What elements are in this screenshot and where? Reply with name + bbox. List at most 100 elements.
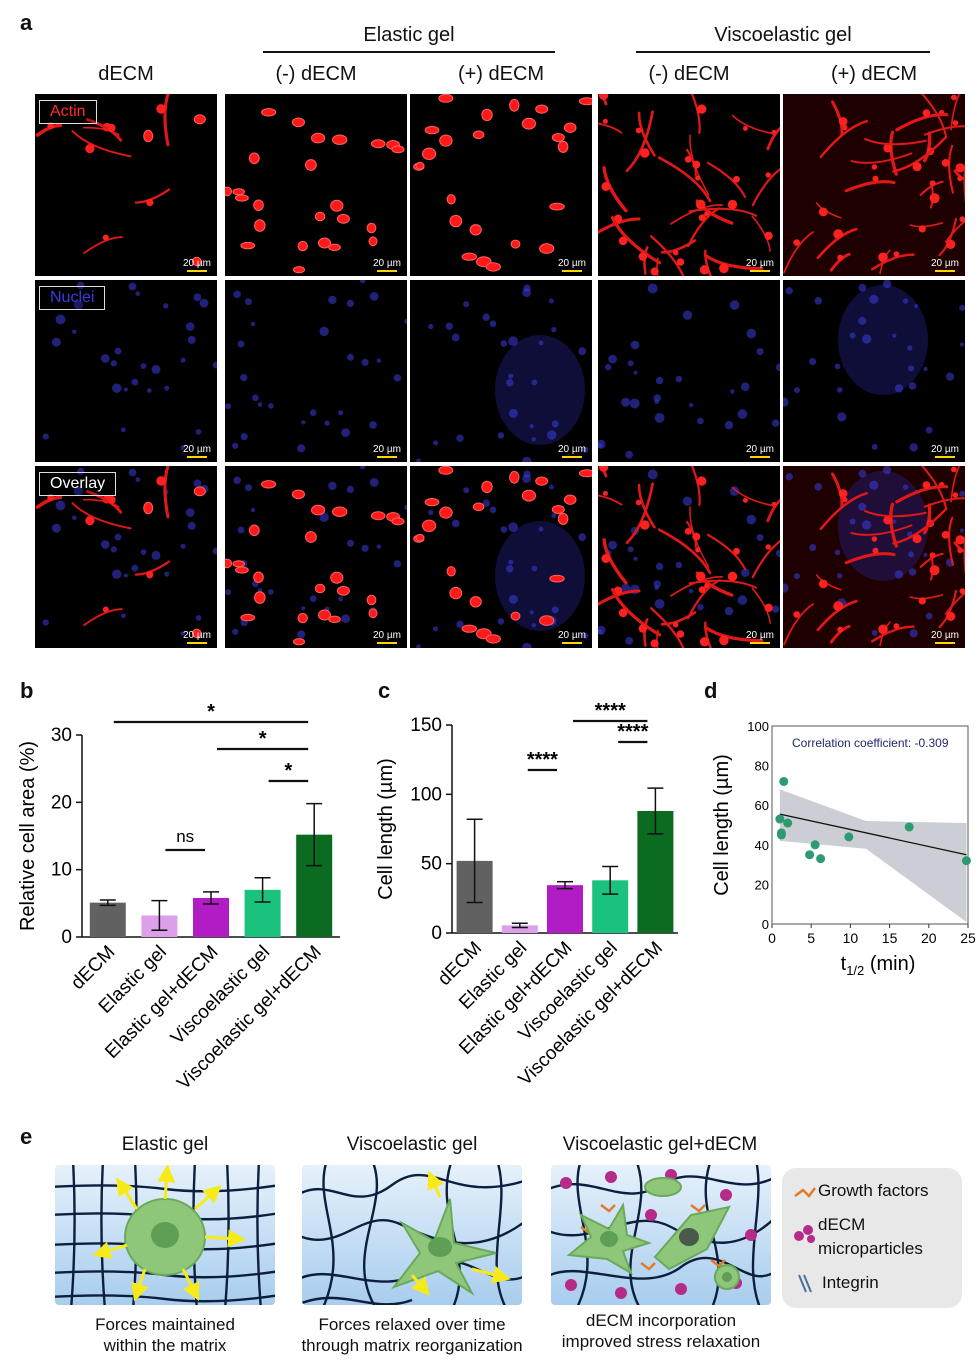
scale-bar: 20 µm — [558, 258, 586, 272]
confidence-band — [779, 789, 967, 923]
x-tick-label: 15 — [882, 930, 898, 946]
data-point-2 — [776, 830, 786, 840]
bar-0 — [89, 902, 126, 937]
panel-e-label: e — [20, 1124, 33, 1149]
data-point-10 — [961, 856, 971, 866]
micrograph-r1-c4: 20 µm — [783, 280, 965, 462]
micrograph-r2-c2: 20 µm — [410, 466, 592, 648]
integrin-icon — [798, 1274, 812, 1293]
legend-microparticles: microparticles — [818, 1239, 923, 1258]
micrograph-r1-c0: Nuclei 20 µm — [35, 280, 217, 462]
scale-bar: 20 µm — [746, 258, 774, 272]
scale-bar: 20 µm — [558, 630, 586, 644]
significance-label-1: * — [259, 728, 267, 750]
scale-bar: 20 µm — [183, 444, 211, 458]
y-tick-label: 10 — [51, 860, 72, 881]
x-tick-label: 25 — [960, 930, 976, 946]
schematic-legend: Growth factors dECM microparticles Integ… — [782, 1168, 962, 1308]
x-tick-label: 10 — [843, 930, 859, 946]
chart-scatter-correlation: 0 5 10 15 20 25 0 20 40 60 80 100 Correlation coeffi… — [711, 719, 976, 978]
bar-1 — [501, 925, 538, 933]
column-header-elastic-plus: (+) dECM — [457, 63, 545, 85]
decm-microparticle-icon — [794, 1225, 815, 1243]
scale-bar: 20 µm — [931, 630, 959, 644]
micrograph-r0-c0: Actin 20 µm — [35, 94, 217, 276]
legend-integrin: Integrin — [822, 1273, 879, 1292]
x-axis-label: t1/2 (min) — [841, 953, 916, 978]
data-point-5 — [805, 850, 815, 860]
caption-elastic-line2: within the matrix — [103, 1336, 227, 1355]
x-tick-label: 5 — [807, 930, 815, 946]
caption-viscoelastic-line2: through matrix reorganization — [301, 1336, 523, 1355]
scale-bar: 20 µm — [183, 258, 211, 272]
micrograph-r1-c3: 20 µm — [598, 280, 780, 462]
significance-label-0: * — [207, 701, 215, 723]
scale-bar: 20 µm — [746, 630, 774, 644]
significance-label-3: ns — [176, 827, 194, 846]
y-axis-label: Relative cell area (%) — [17, 741, 39, 931]
panel-c-label: c — [378, 678, 391, 703]
growth-factor-icon — [794, 1187, 816, 1198]
micrograph-r2-c4: 20 µm — [783, 466, 965, 648]
channel-label-1: Nuclei — [39, 286, 106, 310]
micrograph-r1-c2: 20 µm — [410, 280, 592, 462]
channel-label-2: Overlay — [39, 472, 117, 496]
y-tick-label: 150 — [410, 715, 442, 736]
column-header-visco-plus: (+) dECM — [830, 63, 918, 85]
group-header-elastic: Elastic gel — [363, 24, 455, 46]
y-tick-label: 100 — [410, 784, 442, 805]
data-point-4 — [783, 818, 793, 828]
caption-visco-decm-line2: improved stress relaxation — [561, 1332, 761, 1351]
data-point-7 — [816, 854, 826, 864]
y-tick-label: 30 — [51, 725, 72, 746]
micrograph-r0-c4: 20 µm — [783, 94, 965, 276]
data-point-0 — [775, 814, 785, 824]
scale-bar: 20 µm — [373, 444, 401, 458]
schematic-title-viscoelastic: Viscoelastic gel — [346, 1134, 478, 1155]
caption-visco-decm-line1: dECM incorporation — [585, 1311, 737, 1330]
y-tick-label: 20 — [755, 877, 769, 892]
micrograph-r0-c3: 20 µm — [598, 94, 780, 276]
micrograph-r0-c2: 20 µm — [410, 94, 592, 276]
schematic-visco-decm — [551, 1165, 771, 1305]
y-tick-label: 60 — [755, 798, 769, 813]
x-tick-label: 20 — [921, 930, 937, 946]
group-line-elastic — [263, 51, 555, 53]
caption-elastic: Forces maintained within the matrix — [50, 1314, 280, 1356]
micrograph-r2-c1: 20 µm — [225, 466, 407, 648]
significance-label-0: **** — [527, 749, 558, 771]
y-tick-label: 0 — [762, 917, 769, 932]
scale-bar: 20 µm — [746, 444, 774, 458]
y-tick-label: 0 — [61, 927, 72, 948]
scale-bar: 20 µm — [931, 444, 959, 458]
column-header-visco-minus: (-) dECM — [648, 63, 730, 85]
correlation-annotation: Correlation coefficient: -0.309 — [792, 736, 949, 750]
data-point-6 — [810, 840, 820, 850]
x-tick-label: 0 — [768, 930, 776, 946]
micrograph-r1-c1: 20 µm — [225, 280, 407, 462]
caption-visco-decm: dECM incorporation improved stress relax… — [545, 1310, 777, 1352]
panel-d-label: d — [704, 678, 718, 703]
significance-label-2: * — [285, 760, 293, 782]
schematic-viscoelastic-gel — [302, 1165, 522, 1305]
fit-line — [779, 813, 967, 856]
data-point-3 — [779, 776, 789, 786]
y-tick-label: 40 — [755, 838, 769, 853]
micrograph-r2-c3: 20 µm — [598, 466, 780, 648]
legend-growth-factors: Growth factors — [818, 1181, 929, 1200]
y-tick-label: 20 — [51, 792, 72, 813]
y-axis-label: Cell length (µm) — [711, 754, 733, 896]
bar-2 — [547, 885, 583, 933]
scale-bar: 20 µm — [931, 258, 959, 272]
y-axis-label: Cell length (µm) — [375, 758, 397, 900]
schematic-title-elastic: Elastic gel — [121, 1134, 209, 1155]
y-tick-label: 100 — [747, 719, 769, 734]
caption-viscoelastic: Forces relaxed over time through matrix … — [282, 1314, 542, 1356]
scale-bar: 20 µm — [558, 444, 586, 458]
scale-bar: 20 µm — [373, 258, 401, 272]
panel-b-label: b — [20, 678, 34, 703]
y-tick-label: 50 — [421, 854, 442, 875]
significance-label-1: **** — [617, 721, 648, 743]
